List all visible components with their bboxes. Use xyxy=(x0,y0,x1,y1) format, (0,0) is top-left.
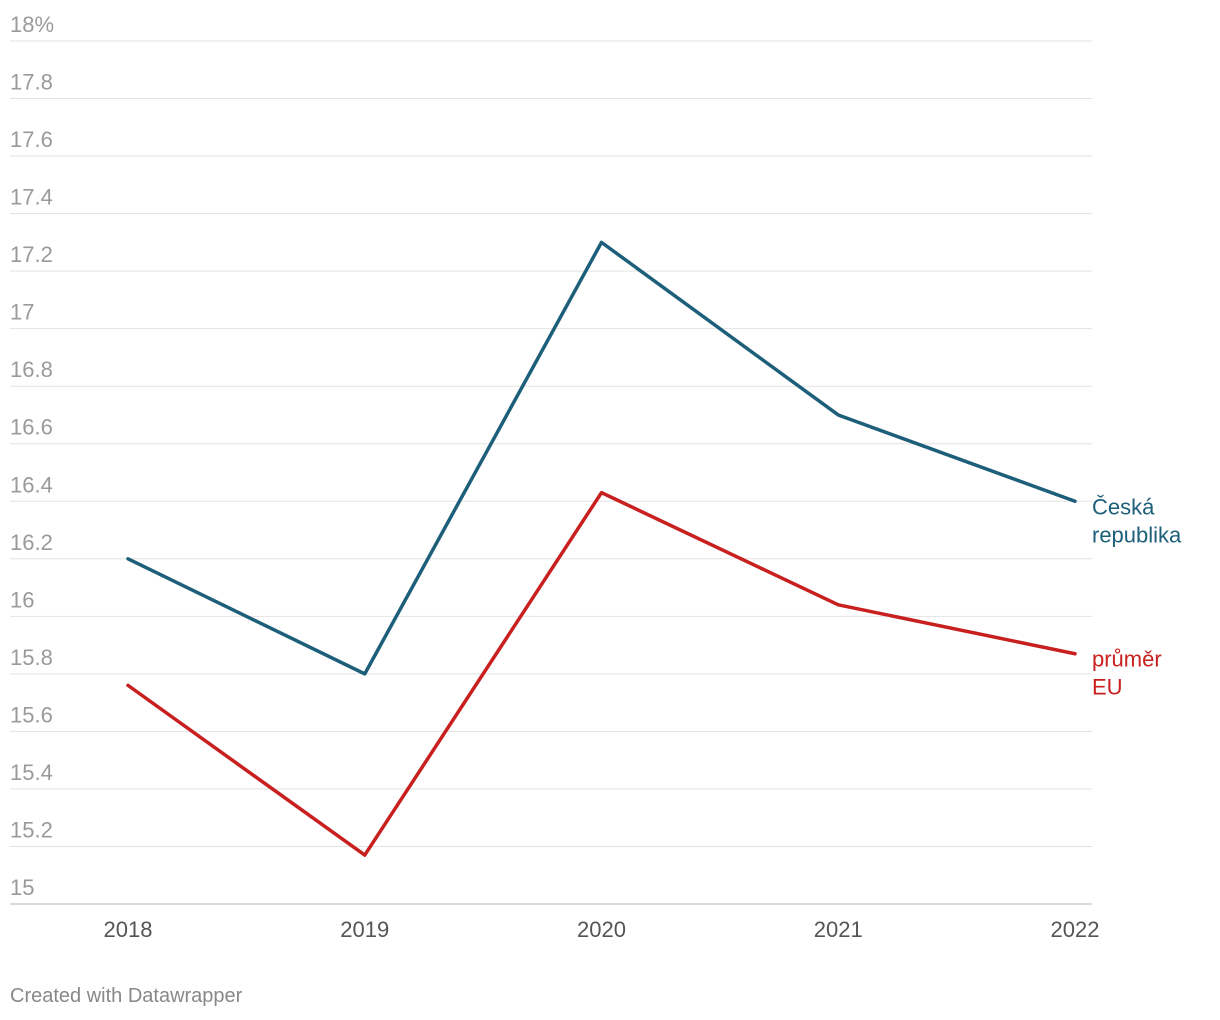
y-tick-label: 16.4 xyxy=(10,472,53,497)
x-tick-label: 2020 xyxy=(577,917,626,942)
x-tick-label: 2018 xyxy=(104,917,153,942)
series-label: EU xyxy=(1092,675,1123,700)
series-line-ceska-republika xyxy=(126,240,1077,676)
y-axis-ticks: 18% 17.8 17.6 17.4 17.2 17 16.8 16.6 16.4 16.2 16 1… xyxy=(10,12,54,900)
gridlines xyxy=(10,40,1092,905)
x-tick-label: 2021 xyxy=(814,917,863,942)
y-tick-label: 17.6 xyxy=(10,127,53,152)
y-tick-label: 15.6 xyxy=(10,702,53,727)
line-chart: 18% 17.8 17.6 17.4 17.2 17 16.8 16.6 16.4 16.2 16 1… xyxy=(10,12,1182,942)
y-tick-label: 17 xyxy=(10,300,34,325)
series-lines xyxy=(126,240,1077,857)
y-tick-label: 17.8 xyxy=(10,70,53,95)
y-tick-label: 16.6 xyxy=(10,415,53,440)
credit-text: Created with Datawrapper xyxy=(10,985,243,1007)
y-tick-label: 15 xyxy=(10,875,34,900)
series-label: republika xyxy=(1092,522,1182,547)
y-tick-label: 16.8 xyxy=(10,357,53,382)
y-tick-label: 15.4 xyxy=(10,760,53,785)
y-tick-label: 18% xyxy=(10,12,54,37)
series-label: Česká xyxy=(1092,494,1155,519)
y-tick-label: 16.2 xyxy=(10,530,53,555)
y-tick-label: 15.8 xyxy=(10,645,53,670)
series-line-prumer-eu xyxy=(126,490,1077,857)
x-axis-ticks: 2018 2019 2020 2021 2022 xyxy=(104,917,1100,942)
y-tick-label: 16 xyxy=(10,587,34,612)
y-tick-label: 15.2 xyxy=(10,817,53,842)
x-tick-label: 2022 xyxy=(1051,917,1100,942)
y-tick-label: 17.2 xyxy=(10,242,53,267)
series-labels: Česká republika průměr EU xyxy=(1092,494,1182,699)
x-tick-label: 2019 xyxy=(340,917,389,942)
series-label: průměr xyxy=(1092,647,1162,672)
y-tick-label: 17.4 xyxy=(10,185,53,210)
